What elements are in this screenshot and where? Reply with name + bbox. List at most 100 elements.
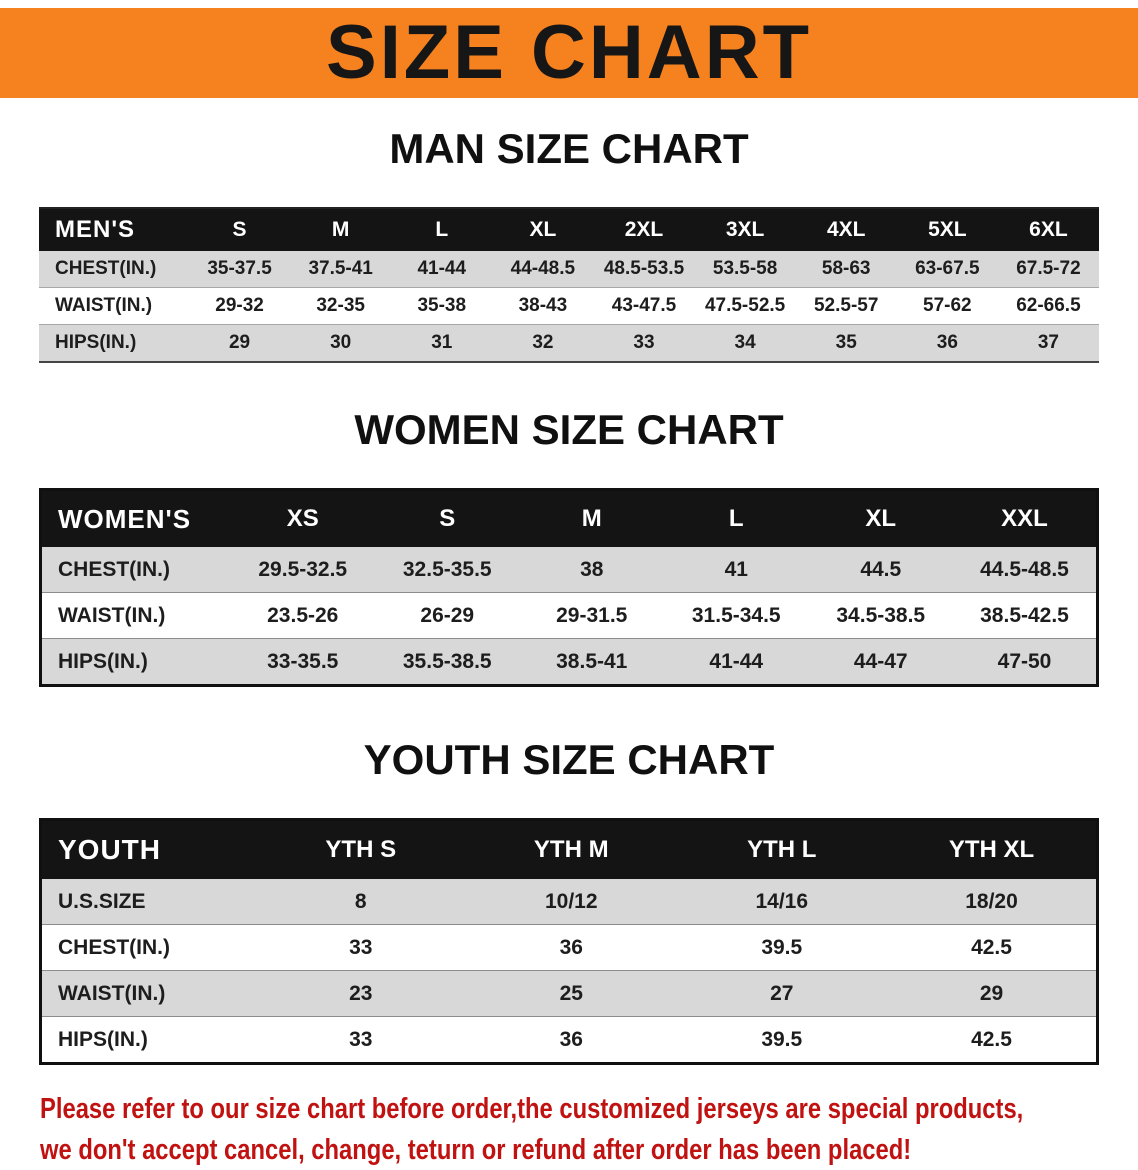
measure-cell: 33 xyxy=(349,935,373,959)
measure-cell: 57-62 xyxy=(923,295,972,317)
measure-cell: 29.5-32.5 xyxy=(258,557,348,581)
row-label-cell: CHEST(IN.) xyxy=(58,935,170,959)
measure-cell: 44-47 xyxy=(853,649,908,673)
measure-cell: 26-29 xyxy=(420,603,475,627)
women-size-table: WOMEN'S XS S M L XL XXL CHEST(IN.) 29.5-… xyxy=(39,488,1099,688)
row-label-cell: U.S.SIZE xyxy=(58,889,146,913)
measure-cell: 10/12 xyxy=(544,889,598,913)
table-row: WAIST(IN.) 23 25 27 29 xyxy=(40,970,1098,1017)
measure-cell: 33 xyxy=(349,1027,373,1051)
women-section-heading: WOMEN SIZE CHART xyxy=(354,406,784,454)
size-header-cell: YTH XL xyxy=(887,819,1098,880)
measure-cell: 42.5 xyxy=(971,1027,1012,1051)
measure-cell: 67.5-72 xyxy=(1016,258,1081,280)
youth-table-title: YOUTH xyxy=(40,819,256,880)
size-header-cell: 2XL xyxy=(593,208,695,252)
measure-cell: 35-37.5 xyxy=(207,258,272,280)
table-row: CHEST(IN.) 33 36 39.5 42.5 xyxy=(40,924,1098,971)
size-header-cell: L xyxy=(664,489,809,548)
measure-cell: 32 xyxy=(532,332,554,354)
youth-size-table: YOUTH YTH S YTH M YTH L YTH XL U.S.SIZE … xyxy=(39,818,1099,1066)
page-title: SIZE CHART xyxy=(326,10,812,95)
row-label-cell: WAIST(IN.) xyxy=(58,603,166,627)
measure-cell: 38 xyxy=(580,557,604,581)
men-header-row: MEN'S S M L XL 2XL 3XL 4XL 5XL 6XL xyxy=(39,208,1099,252)
measure-cell: 47-50 xyxy=(997,649,1052,673)
table-row: WAIST(IN.) 23.5-26 26-29 29-31.5 31.5-34… xyxy=(40,592,1098,639)
table-row: CHEST(IN.) 29.5-32.5 32.5-35.5 38 41 44.… xyxy=(40,547,1098,593)
measure-cell: 34 xyxy=(734,332,756,354)
measure-cell: 36 xyxy=(559,935,583,959)
size-header-cell: YTH M xyxy=(466,819,677,880)
measure-cell: 43-47.5 xyxy=(611,295,677,317)
measure-cell: 35 xyxy=(835,332,857,354)
measure-cell: 41-44 xyxy=(709,649,764,673)
men-table-title: MEN'S xyxy=(39,208,189,252)
measure-cell: 48.5-53.5 xyxy=(603,258,685,280)
measure-cell: 34.5-38.5 xyxy=(836,603,926,627)
youth-header-row: YOUTH YTH S YTH M YTH L YTH XL xyxy=(40,819,1098,880)
row-label-cell: HIPS(IN.) xyxy=(58,1027,148,1051)
measure-cell: 39.5 xyxy=(761,935,803,959)
measure-cell: 47.5-52.5 xyxy=(704,295,786,317)
men-size-table: MEN'S S M L XL 2XL 3XL 4XL 5XL 6XL CHEST… xyxy=(39,207,1099,364)
measure-cell: 63-67.5 xyxy=(915,258,980,280)
measure-cell: 18/20 xyxy=(965,889,1018,913)
measure-cell: 44.5 xyxy=(860,557,902,581)
banner: SIZE CHART xyxy=(0,8,1138,98)
measure-cell: 23.5-26 xyxy=(267,603,339,627)
measure-cell: 29 xyxy=(228,332,251,354)
measure-cell: 53.5-58 xyxy=(712,258,778,280)
measure-cell: 35-38 xyxy=(417,295,467,317)
row-label-cell: CHEST(IN.) xyxy=(55,258,157,280)
size-header-cell: XL xyxy=(492,208,594,252)
measure-cell: 31 xyxy=(431,332,453,354)
table-row: HIPS(IN.) 29 30 31 32 33 34 35 36 37 xyxy=(39,324,1099,363)
measure-cell: 44.5-48.5 xyxy=(980,557,1069,581)
women-table-title: WOMEN'S xyxy=(40,489,231,548)
row-label-cell: WAIST(IN.) xyxy=(55,295,153,317)
measure-cell: 38-43 xyxy=(518,295,568,317)
size-header-cell: M xyxy=(519,489,664,548)
size-header-cell: XXL xyxy=(953,489,1098,548)
measure-cell: 30 xyxy=(330,332,352,354)
size-chart-page: SIZE CHART MAN SIZE CHART MEN'S S M L XL… xyxy=(0,8,1138,1170)
size-header-cell: S xyxy=(189,208,291,252)
table-row: CHEST(IN.) 35-37.5 37.5-41 41-44 44-48.5… xyxy=(39,251,1099,288)
youth-section-heading: YOUTH SIZE CHART xyxy=(363,736,775,784)
measure-cell: 29 xyxy=(979,981,1004,1005)
men-section-heading: MAN SIZE CHART xyxy=(389,125,749,172)
row-label-cell: HIPS(IN.) xyxy=(55,332,137,354)
measure-cell: 8 xyxy=(354,889,367,913)
table-row: HIPS(IN.) 33-35.5 35.5-38.5 38.5-41 41-4… xyxy=(40,638,1098,686)
size-header-cell: XS xyxy=(230,489,375,548)
row-label-cell: WAIST(IN.) xyxy=(58,981,166,1005)
measure-cell: 37 xyxy=(1037,332,1059,354)
size-header-cell: 5XL xyxy=(896,208,998,252)
measure-cell: 32-35 xyxy=(316,295,365,317)
measure-cell: 62-66.5 xyxy=(1016,295,1081,317)
measure-cell: 42.5 xyxy=(971,935,1012,959)
measure-cell: 38.5-42.5 xyxy=(980,603,1069,627)
footer-disclaimer-line1: Please refer to our size chart before or… xyxy=(40,1093,1024,1126)
measure-cell: 52.5-57 xyxy=(813,295,879,317)
size-header-cell: M xyxy=(290,208,392,252)
footer-disclaimer-line2: we don't accept cancel, change, teturn o… xyxy=(40,1133,912,1166)
size-header-cell: S xyxy=(375,489,520,548)
measure-cell: 37.5-41 xyxy=(308,258,373,280)
measure-cell: 14/16 xyxy=(755,889,809,913)
measure-cell: 29-31.5 xyxy=(556,603,628,627)
size-header-cell: 4XL xyxy=(795,208,897,252)
measure-cell: 31.5-34.5 xyxy=(691,603,781,627)
size-header-cell: XL xyxy=(808,489,953,548)
measure-cell: 36 xyxy=(936,332,958,354)
row-label-cell: HIPS(IN.) xyxy=(58,649,148,673)
measure-cell: 41 xyxy=(724,557,748,581)
size-header-cell: YTH S xyxy=(255,819,466,880)
measure-cell: 33 xyxy=(633,332,655,354)
measure-cell: 32.5-35.5 xyxy=(402,557,492,581)
measure-cell: 58-63 xyxy=(821,258,871,280)
footer-disclaimer: Please refer to our size chart before or… xyxy=(40,1089,1024,1170)
measure-cell: 44-48.5 xyxy=(510,258,576,280)
row-label-cell: CHEST(IN.) xyxy=(58,557,170,581)
